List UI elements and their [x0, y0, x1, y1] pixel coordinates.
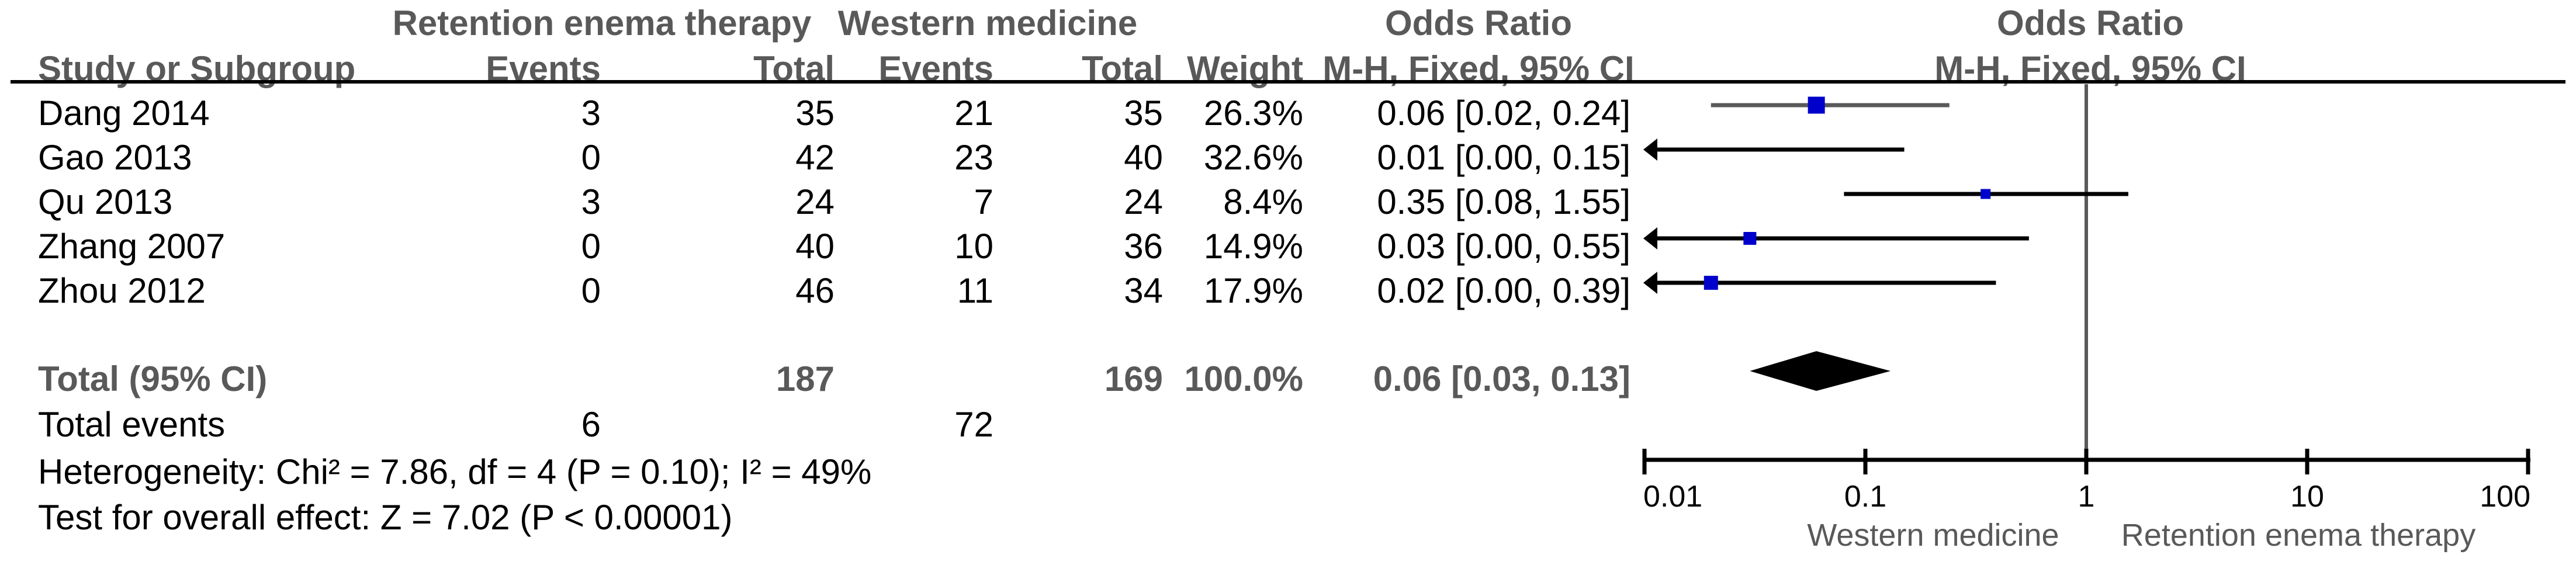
- study-weight: 26.3%: [1203, 93, 1303, 133]
- study-name: Zhou 2012: [38, 271, 206, 310]
- total-row-total-treatment: 187: [775, 359, 835, 398]
- total-row-label: Total (95% CI): [38, 359, 268, 398]
- study-total-control: 36: [1124, 227, 1163, 266]
- overall-effect-text: Test for overall effect: Z = 7.02 (P < 0…: [38, 498, 733, 537]
- study-total-treatment: 42: [795, 138, 835, 177]
- ci-left-arrow: [1643, 138, 1657, 161]
- study-total-treatment: 40: [795, 227, 835, 266]
- total-events-treatment: 6: [581, 405, 601, 444]
- study-total-treatment: 46: [795, 271, 835, 310]
- header-group-control: Western medicine: [837, 4, 1138, 43]
- study-weight: 32.6%: [1203, 138, 1303, 177]
- study-or-ci: 0.35 [0.08, 1.55]: [1377, 182, 1630, 221]
- study-total-control: 34: [1124, 271, 1163, 310]
- summary-diamond: [1750, 351, 1891, 391]
- tick-label-100: 100: [2480, 480, 2530, 514]
- study-weight: 14.9%: [1203, 227, 1303, 266]
- study-name: Dang 2014: [38, 93, 210, 133]
- study-total-control: 24: [1124, 182, 1163, 221]
- study-name: Zhang 2007: [38, 227, 226, 266]
- study-events-control: 11: [957, 271, 993, 310]
- total-row-or-ci: 0.06 [0.03, 0.13]: [1373, 359, 1630, 398]
- heterogeneity-text: Heterogeneity: Chi² = 7.86, df = 4 (P = …: [38, 452, 872, 491]
- tick-label-0.01: 0.01: [1643, 480, 1703, 514]
- effect-square: [1808, 96, 1825, 114]
- study-total-control: 40: [1124, 138, 1163, 177]
- study-weight: 17.9%: [1203, 271, 1303, 310]
- total-events-control: 72: [954, 405, 993, 444]
- header-separator-line: [11, 80, 2565, 84]
- header-odds-ratio-plot-column: Odds Ratio: [1996, 4, 2184, 43]
- total-events-label: Total events: [38, 405, 226, 444]
- study-or-ci: 0.03 [0.00, 0.55]: [1377, 227, 1630, 266]
- study-events-control: 10: [954, 227, 993, 266]
- total-row-weight: 100.0%: [1184, 359, 1304, 398]
- xaxis-label-right: Retention enema therapy: [2121, 518, 2476, 553]
- ci-left-arrow: [1643, 272, 1657, 294]
- tick-label-1: 1: [2078, 480, 2095, 514]
- effect-square: [1743, 232, 1757, 245]
- xaxis-label-left: Western medicine: [1807, 518, 2059, 553]
- study-name: Qu 2013: [38, 182, 173, 221]
- study-events-control: 7: [974, 182, 993, 221]
- study-total-treatment: 24: [795, 182, 835, 221]
- header-group-treatment: Retention enema therapy: [392, 4, 812, 43]
- study-events-treatment: 0: [581, 138, 601, 177]
- study-or-ci: 0.02 [0.00, 0.39]: [1377, 271, 1630, 310]
- ci-left-arrow: [1643, 227, 1657, 249]
- tick-label-10: 10: [2290, 480, 2324, 514]
- effect-square: [1704, 276, 1718, 290]
- tick-label-0.1: 0.1: [1844, 480, 1887, 514]
- study-events-treatment: 0: [581, 271, 601, 310]
- study-events-treatment: 3: [581, 182, 601, 221]
- study-events-control: 23: [954, 138, 993, 177]
- study-or-ci: 0.06 [0.02, 0.24]: [1377, 93, 1630, 133]
- study-events-treatment: 3: [581, 93, 601, 133]
- study-name: Gao 2013: [38, 138, 192, 177]
- study-events-treatment: 0: [581, 227, 601, 266]
- study-total-control: 35: [1124, 93, 1163, 133]
- study-total-treatment: 35: [795, 93, 835, 133]
- study-or-ci: 0.01 [0.00, 0.15]: [1377, 138, 1630, 177]
- study-events-control: 21: [954, 93, 993, 133]
- total-row-total-control: 169: [1104, 359, 1163, 398]
- study-weight: 8.4%: [1223, 182, 1303, 221]
- effect-square: [1981, 189, 1991, 199]
- header-odds-ratio-text-column: Odds Ratio: [1384, 4, 1572, 43]
